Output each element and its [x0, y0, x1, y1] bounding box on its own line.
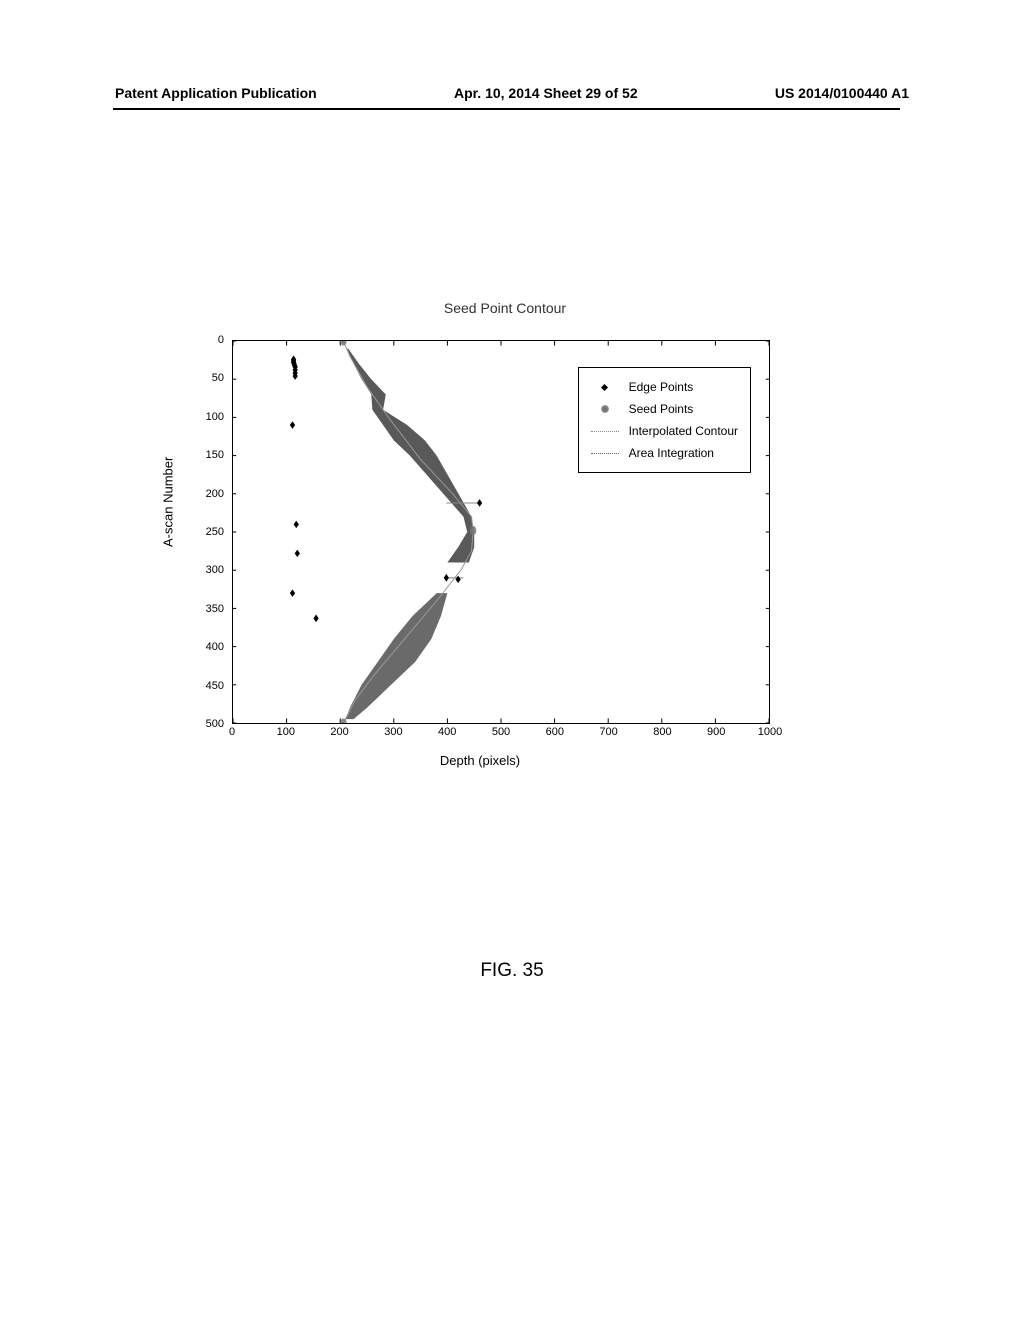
x-tick-labels: 01002003004005006007008009001000 — [232, 726, 770, 744]
y-tick-label: 0 — [218, 334, 224, 346]
figure-label: FIG. 35 — [480, 960, 543, 982]
legend-marker-seed-icon — [591, 402, 619, 416]
y-tick-label: 150 — [206, 449, 224, 461]
y-tick-label: 100 — [206, 411, 224, 423]
x-tick-label: 300 — [384, 726, 402, 738]
legend-item: Edge Points — [591, 376, 738, 398]
header-left: Patent Application Publication — [115, 85, 317, 101]
legend-label: Edge Points — [629, 380, 694, 394]
header-right: US 2014/0100440 A1 — [775, 85, 909, 101]
x-axis-label: Depth (pixels) — [440, 753, 520, 768]
legend-item: Area Integration — [591, 442, 738, 464]
y-tick-label: 250 — [206, 526, 224, 538]
legend-marker-dotted2-icon — [591, 446, 619, 460]
page-header: Patent Application Publication Apr. 10, … — [0, 85, 1024, 101]
y-axis-label: A-scan Number — [161, 457, 176, 547]
y-tick-label: 400 — [206, 641, 224, 653]
x-tick-label: 800 — [653, 726, 671, 738]
legend-label: Area Integration — [629, 446, 714, 460]
legend-item: Interpolated Contour — [591, 420, 738, 442]
plot-wrapper: A-scan Number Depth (pixels) 05010015020… — [180, 322, 780, 772]
x-tick-label: 1000 — [758, 726, 782, 738]
chart-title: Seed Point Contour — [230, 300, 780, 316]
x-tick-label: 0 — [229, 726, 235, 738]
x-tick-label: 600 — [546, 726, 564, 738]
legend-marker-diamond-icon — [591, 380, 619, 394]
legend-box: Edge Points Seed Points Interpolated Conto… — [578, 367, 751, 473]
x-tick-label: 200 — [330, 726, 348, 738]
chart-container: Seed Point Contour A-scan Number Depth (… — [180, 300, 780, 750]
x-tick-label: 900 — [707, 726, 725, 738]
y-tick-labels: 050100150200250300350400450500 — [198, 340, 228, 724]
x-tick-label: 700 — [599, 726, 617, 738]
y-tick-label: 300 — [206, 564, 224, 576]
y-tick-label: 350 — [206, 603, 224, 615]
header-center: Apr. 10, 2014 Sheet 29 of 52 — [454, 85, 638, 101]
plot-area: Edge Points Seed Points Interpolated Conto… — [232, 340, 770, 724]
header-divider — [113, 108, 900, 110]
x-tick-label: 400 — [438, 726, 456, 738]
legend-marker-dotted-icon — [591, 424, 619, 438]
legend-label: Interpolated Contour — [629, 424, 738, 438]
y-tick-label: 450 — [206, 680, 224, 692]
y-tick-label: 200 — [206, 488, 224, 500]
y-tick-label: 500 — [206, 718, 224, 730]
x-tick-label: 100 — [277, 726, 295, 738]
legend-label: Seed Points — [629, 402, 694, 416]
y-tick-label: 50 — [212, 372, 224, 384]
legend-item: Seed Points — [591, 398, 738, 420]
x-tick-label: 500 — [492, 726, 510, 738]
